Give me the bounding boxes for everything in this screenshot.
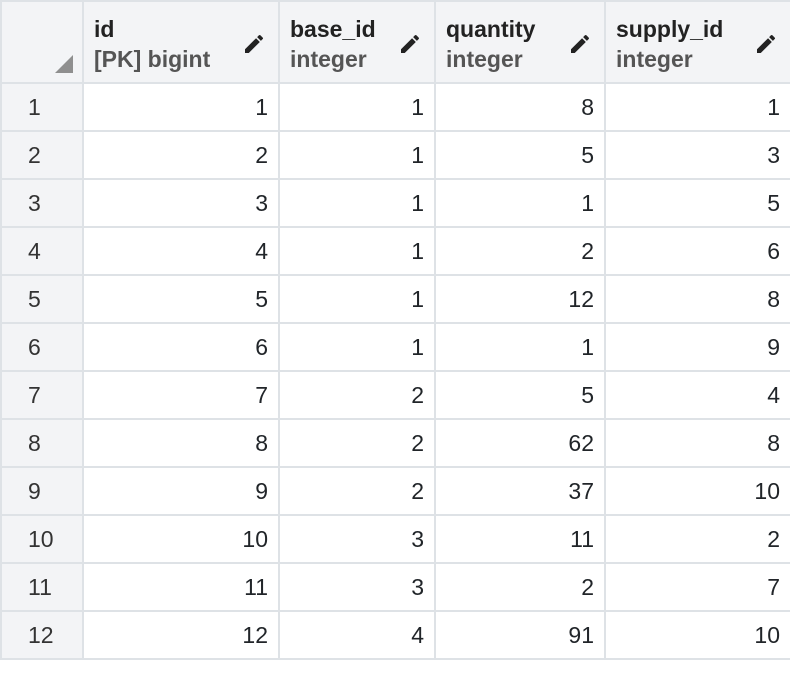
cell-base-id[interactable]: 2 xyxy=(278,466,436,516)
cell-base-id[interactable]: 1 xyxy=(278,274,436,324)
cell-base-id[interactable]: 1 xyxy=(278,82,436,132)
column-name: quantity xyxy=(446,16,536,42)
cell-id[interactable]: 6 xyxy=(82,322,280,372)
cell-supply-id[interactable]: 5 xyxy=(604,178,790,228)
cell-supply-id[interactable]: 8 xyxy=(604,418,790,468)
cell-quantity[interactable]: 62 xyxy=(434,418,606,468)
cell-id[interactable]: 3 xyxy=(82,178,280,228)
row-number[interactable]: 12 xyxy=(0,610,84,660)
cell-supply-id[interactable]: 10 xyxy=(604,610,790,660)
cell-quantity[interactable]: 5 xyxy=(434,370,606,420)
row-number[interactable]: 3 xyxy=(0,178,84,228)
row-number[interactable]: 4 xyxy=(0,226,84,276)
cell-quantity[interactable]: 1 xyxy=(434,178,606,228)
cell-base-id[interactable]: 1 xyxy=(278,178,436,228)
cell-supply-id[interactable]: 6 xyxy=(604,226,790,276)
cell-quantity[interactable]: 2 xyxy=(434,226,606,276)
cell-supply-id[interactable]: 8 xyxy=(604,274,790,324)
column-type: [PK] bigint xyxy=(94,46,211,72)
table-row[interactable]: 7 7 2 5 4 xyxy=(0,370,790,420)
column-type: integer xyxy=(446,46,523,72)
cell-base-id[interactable]: 2 xyxy=(278,370,436,420)
header-row: id [PK] bigint base_id integer quantity … xyxy=(0,0,790,84)
table-row[interactable]: 3 3 1 1 5 xyxy=(0,178,790,228)
row-number[interactable]: 11 xyxy=(0,562,84,612)
cell-quantity[interactable]: 5 xyxy=(434,130,606,180)
cell-id[interactable]: 1 xyxy=(82,82,280,132)
column-name: id xyxy=(94,16,115,42)
row-number[interactable]: 6 xyxy=(0,322,84,372)
cell-quantity[interactable]: 2 xyxy=(434,562,606,612)
column-type: integer xyxy=(290,46,367,72)
cell-id[interactable]: 8 xyxy=(82,418,280,468)
cell-quantity[interactable]: 37 xyxy=(434,466,606,516)
cell-id[interactable]: 2 xyxy=(82,130,280,180)
row-number[interactable]: 10 xyxy=(0,514,84,564)
table-row[interactable]: 8 8 2 62 8 xyxy=(0,418,790,468)
cell-base-id[interactable]: 1 xyxy=(278,130,436,180)
cell-base-id[interactable]: 1 xyxy=(278,322,436,372)
column-type: integer xyxy=(616,46,693,72)
cell-id[interactable]: 12 xyxy=(82,610,280,660)
table-row[interactable]: 1 1 1 8 1 xyxy=(0,82,790,132)
cell-supply-id[interactable]: 10 xyxy=(604,466,790,516)
row-number[interactable]: 9 xyxy=(0,466,84,516)
table-row[interactable]: 9 9 2 37 10 xyxy=(0,466,790,516)
table-row[interactable]: 2 2 1 5 3 xyxy=(0,130,790,180)
cell-base-id[interactable]: 1 xyxy=(278,226,436,276)
column-name: base_id xyxy=(290,16,376,42)
cell-id[interactable]: 7 xyxy=(82,370,280,420)
column-header-supply-id[interactable]: supply_id integer xyxy=(604,0,790,84)
column-header-id[interactable]: id [PK] bigint xyxy=(82,0,280,84)
cell-id[interactable]: 11 xyxy=(82,562,280,612)
cell-quantity[interactable]: 1 xyxy=(434,322,606,372)
pencil-icon[interactable] xyxy=(568,32,592,56)
table-row[interactable]: 6 6 1 1 9 xyxy=(0,322,790,372)
cell-base-id[interactable]: 4 xyxy=(278,610,436,660)
cell-quantity[interactable]: 91 xyxy=(434,610,606,660)
cell-base-id[interactable]: 3 xyxy=(278,562,436,612)
row-number[interactable]: 8 xyxy=(0,418,84,468)
pencil-icon[interactable] xyxy=(754,32,778,56)
column-header-quantity[interactable]: quantity integer xyxy=(434,0,606,84)
cell-quantity[interactable]: 8 xyxy=(434,82,606,132)
cell-id[interactable]: 10 xyxy=(82,514,280,564)
cell-quantity[interactable]: 11 xyxy=(434,514,606,564)
cell-supply-id[interactable]: 7 xyxy=(604,562,790,612)
cell-base-id[interactable]: 3 xyxy=(278,514,436,564)
table-row[interactable]: 10 10 3 11 2 xyxy=(0,514,790,564)
pencil-icon[interactable] xyxy=(398,32,422,56)
cell-supply-id[interactable]: 2 xyxy=(604,514,790,564)
cell-base-id[interactable]: 2 xyxy=(278,418,436,468)
table-row[interactable]: 11 11 3 2 7 xyxy=(0,562,790,612)
table-row[interactable]: 5 5 1 12 8 xyxy=(0,274,790,324)
corner-triangle-icon xyxy=(55,55,73,73)
row-number[interactable]: 7 xyxy=(0,370,84,420)
table-row[interactable]: 4 4 1 2 6 xyxy=(0,226,790,276)
cell-id[interactable]: 9 xyxy=(82,466,280,516)
cell-supply-id[interactable]: 9 xyxy=(604,322,790,372)
table-row[interactable]: 12 12 4 91 10 xyxy=(0,610,790,660)
row-number[interactable]: 5 xyxy=(0,274,84,324)
row-number[interactable]: 1 xyxy=(0,82,84,132)
select-all-corner[interactable] xyxy=(0,0,84,84)
results-table: id [PK] bigint base_id integer quantity … xyxy=(0,0,790,660)
column-header-base-id[interactable]: base_id integer xyxy=(278,0,436,84)
cell-supply-id[interactable]: 3 xyxy=(604,130,790,180)
cell-supply-id[interactable]: 1 xyxy=(604,82,790,132)
cell-supply-id[interactable]: 4 xyxy=(604,370,790,420)
cell-id[interactable]: 5 xyxy=(82,274,280,324)
cell-quantity[interactable]: 12 xyxy=(434,274,606,324)
pencil-icon[interactable] xyxy=(242,32,266,56)
column-name: supply_id xyxy=(616,16,724,42)
cell-id[interactable]: 4 xyxy=(82,226,280,276)
row-number[interactable]: 2 xyxy=(0,130,84,180)
